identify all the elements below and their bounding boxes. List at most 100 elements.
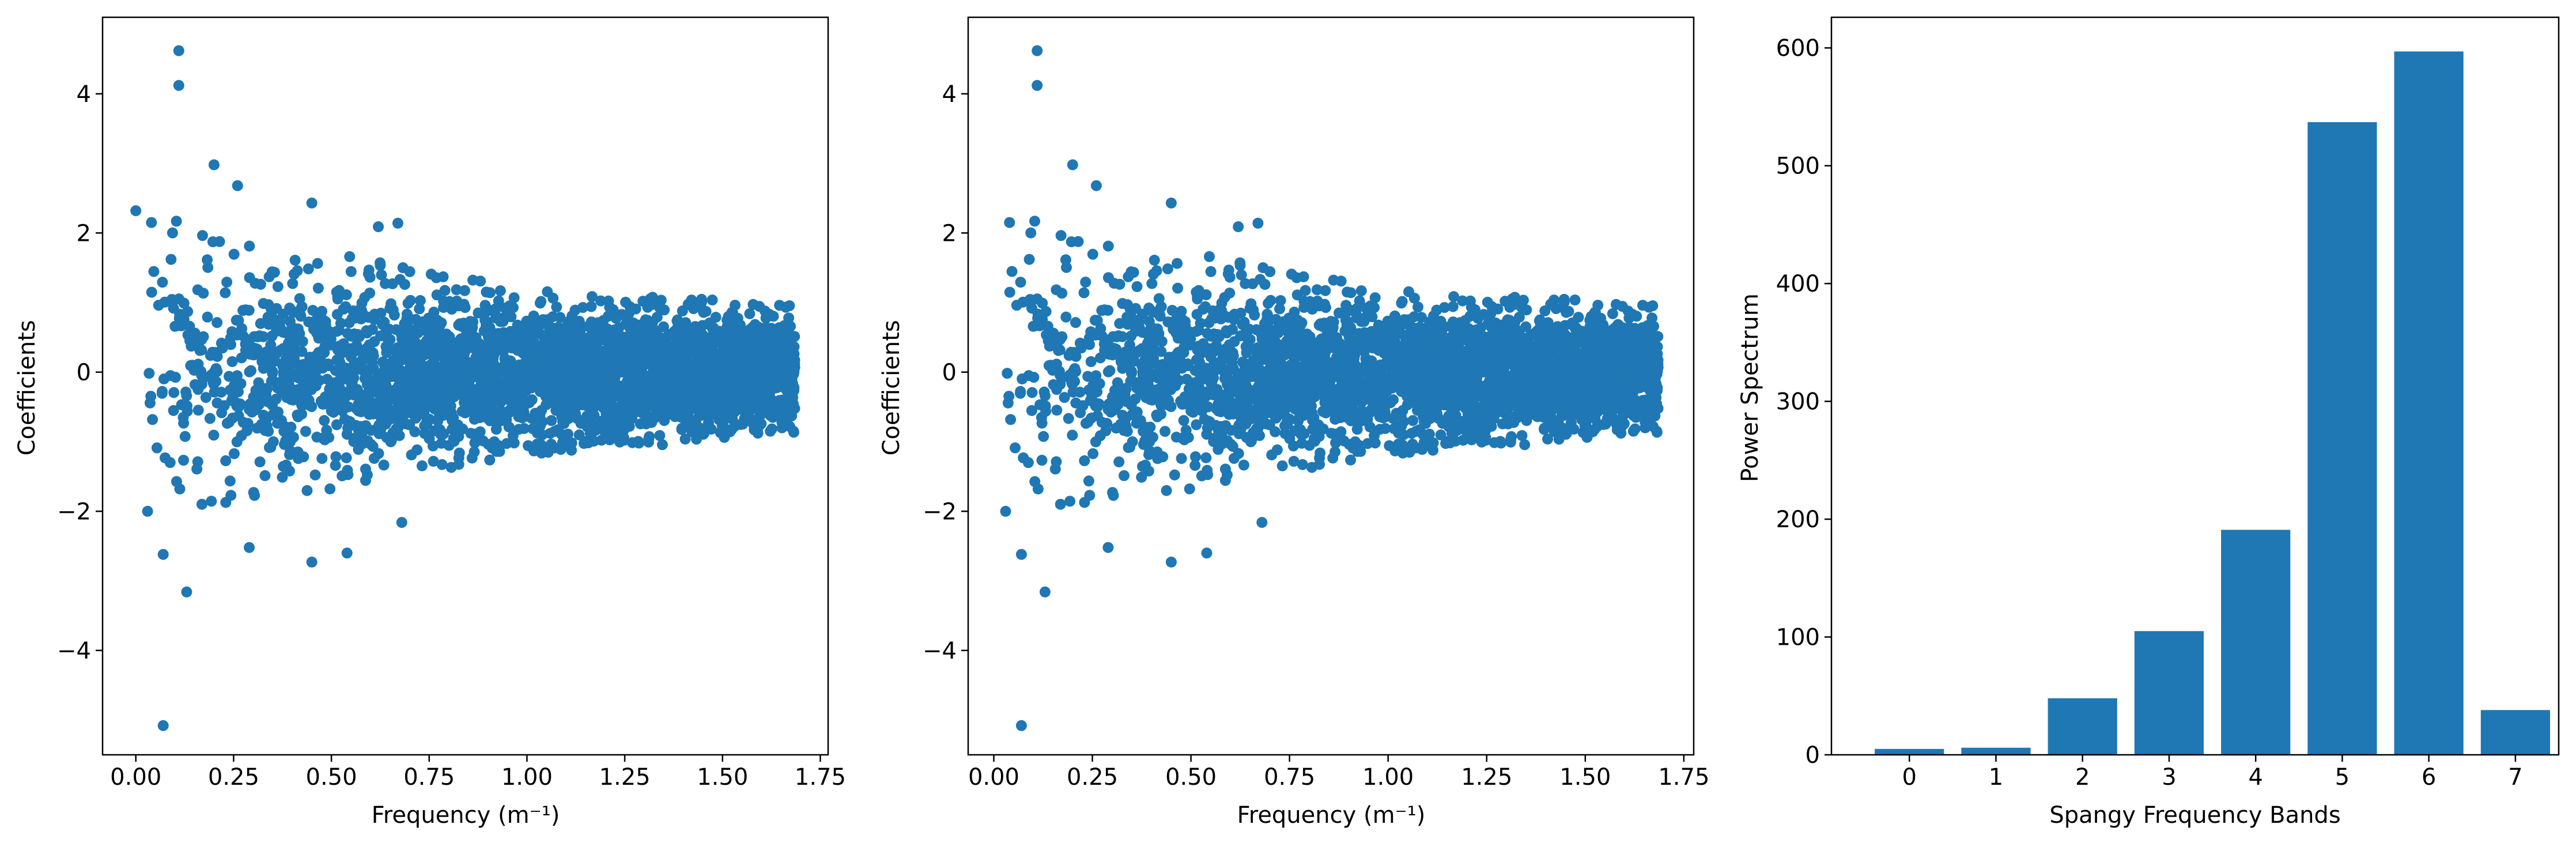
scatter-point (313, 332, 324, 344)
scatter-point (697, 365, 709, 377)
scatter-point (671, 315, 683, 327)
scatter-point (200, 392, 211, 403)
scatter-point (499, 354, 511, 365)
scatter-point (1396, 296, 1408, 307)
scatter-point-outlier (142, 505, 153, 517)
scatter-point (533, 350, 545, 361)
scatter-point (453, 359, 464, 370)
scatter-point (153, 300, 164, 311)
scatter-point-outlier (146, 217, 157, 228)
scatter-point (157, 385, 168, 397)
scatter-point (630, 400, 641, 412)
scatter-point (783, 312, 795, 324)
scatter-point (482, 438, 494, 450)
scatter-point (555, 444, 566, 455)
scatter-point (505, 311, 517, 323)
scatter-point (673, 344, 684, 356)
scatter-point (655, 360, 666, 372)
scatter-point (146, 286, 157, 298)
scatter-point (375, 260, 386, 271)
scatter-point (789, 331, 800, 342)
scatter-point (354, 402, 365, 414)
scatter-point (233, 315, 244, 326)
scatter-point (421, 335, 432, 346)
scatter-point (244, 404, 255, 415)
scatter-point (436, 459, 448, 470)
scatter-point (503, 421, 515, 433)
scatter-point (549, 426, 560, 437)
scatter-point (761, 335, 772, 347)
scatter-point (645, 397, 656, 409)
scatter-point (591, 347, 603, 358)
scatter-point (335, 371, 347, 383)
scatter-point (1146, 278, 1158, 289)
scatter-point (609, 324, 620, 336)
scatter-point (285, 394, 297, 405)
scatter-point (202, 311, 213, 323)
scatter-point-outlier (244, 542, 255, 553)
scatter-point (419, 428, 430, 439)
scatter-point (386, 435, 397, 447)
scatter-point (338, 304, 349, 315)
scatter-point (494, 285, 506, 297)
scatter-point (1005, 414, 1017, 425)
scatter-point (352, 358, 363, 369)
scatter-point (609, 345, 620, 356)
scatter-point (411, 398, 423, 410)
scatter-point (443, 331, 455, 343)
scatter-point (388, 384, 400, 396)
scatter-point (198, 288, 209, 299)
scatter-point (569, 391, 580, 402)
scatter-point (581, 383, 592, 394)
scatter-point (315, 354, 326, 365)
scatter-point (1149, 255, 1160, 266)
scatter-point (1265, 294, 1276, 306)
scatter-point (316, 305, 327, 317)
scatter-point-outlier (165, 254, 177, 265)
scatter-point (1342, 286, 1353, 298)
scatter-point-outlier (173, 45, 184, 56)
scatter-point (191, 463, 203, 475)
scatter-point (236, 352, 247, 364)
scatter-point-outlier (208, 159, 220, 171)
scatter-point (681, 332, 693, 344)
scatter-point (1055, 230, 1067, 241)
scatter-point-outlier (341, 547, 353, 559)
scatter-point (508, 400, 519, 411)
scatter-point (384, 394, 395, 406)
scatter-point (479, 315, 491, 326)
scatter-point (694, 338, 706, 349)
scatter-point (345, 416, 356, 428)
scatter-point (1063, 413, 1074, 424)
scatter-point (669, 392, 681, 403)
scatter-point (566, 444, 577, 456)
scatter-point (689, 386, 700, 398)
scatter-point (469, 430, 481, 441)
scatter-point (640, 415, 652, 426)
scatter-point (360, 463, 371, 475)
scatter-point (519, 400, 530, 411)
scatter-point (508, 302, 519, 313)
scatter-point (747, 298, 759, 310)
scatter-point (725, 364, 736, 375)
scatter-point (258, 331, 269, 342)
scatter-point (756, 376, 767, 387)
scatter-point (309, 469, 321, 481)
scatter-point (350, 432, 362, 443)
scatter-point (595, 295, 606, 307)
scatter-point (228, 248, 240, 260)
scatter-point (1412, 301, 1423, 313)
scatter-point (469, 414, 480, 425)
scatter-point (756, 418, 767, 429)
scatter-point (547, 333, 558, 345)
scatter-point (182, 400, 192, 411)
scatter-point (1079, 455, 1090, 467)
scatter-point (1055, 498, 1066, 510)
scatter-point (312, 258, 323, 269)
scatter-point (367, 324, 378, 335)
scatter-point (785, 375, 796, 387)
scatter-point (386, 369, 396, 381)
scatter-point-outlier (306, 557, 318, 568)
scatter-point (633, 437, 645, 449)
scatter-point (737, 418, 749, 430)
